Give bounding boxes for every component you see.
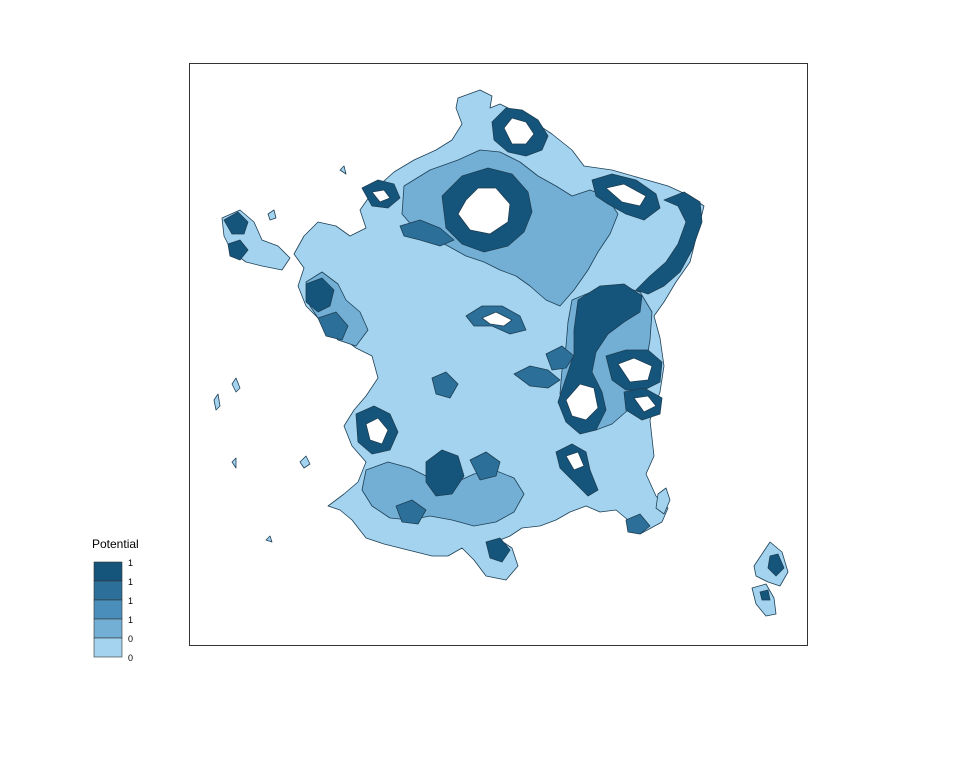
legend-title: Potential [92,537,139,551]
zone-level-4-brittany [223,211,249,235]
speck [231,377,241,393]
speck [231,457,237,469]
corsica-zone-level-4 [767,553,785,577]
zone-level-4-nantes [305,277,335,313]
speck [299,455,311,469]
legend-label: 1 [128,558,133,568]
zone-level-3-lyon [513,365,561,389]
legend-swatch [93,599,123,620]
speck [267,209,277,221]
nord-inner-hole [503,117,535,145]
paris-inner-hole [457,187,511,235]
alps-inner-hole [633,395,657,413]
legend-swatch [93,618,123,639]
corsica-south-zone-level-4 [759,589,771,601]
bordeaux-inner-hole [365,417,389,445]
zone-level-3-north-band [399,219,455,247]
legend-label: 1 [128,615,133,625]
legend-label-bottom: 0 [128,653,133,663]
legend-label: 1 [128,596,133,606]
lorraine-inner-hole [605,183,647,207]
zone-level-3-west [317,311,349,341]
legend-label: 0 [128,634,133,644]
zone-level-3-clermont [431,371,459,399]
legend-swatch [93,561,123,582]
zone-level-4-perpignan [485,537,511,563]
zone-level-3-east-strip [545,345,575,371]
speck [655,487,671,515]
savoie-inner-hole [617,357,653,383]
legend-swatch [93,580,123,601]
legend: Potential 1 1 1 1 0 0 [92,537,139,663]
rhone-inner-hole-a [565,383,599,421]
center-inner-hole [481,311,513,327]
zone-level-3-nice [625,513,651,535]
legend-swatch [93,637,123,658]
zone-level-3-pyrenees [395,499,427,525]
zone-level-4-alsace [635,191,703,295]
marseille-inner-hole [565,451,585,471]
speck [265,535,273,543]
zone-level-3-montpellier [469,451,501,481]
normandy-inner-hole [371,189,391,203]
speck [339,165,347,175]
zone-level-4-toulouse [425,449,465,497]
map-frame [189,63,808,646]
legend-label: 1 [128,577,133,587]
speck [213,393,221,411]
zone-level-4-brittany-b [227,239,249,261]
potential-map [213,89,789,617]
